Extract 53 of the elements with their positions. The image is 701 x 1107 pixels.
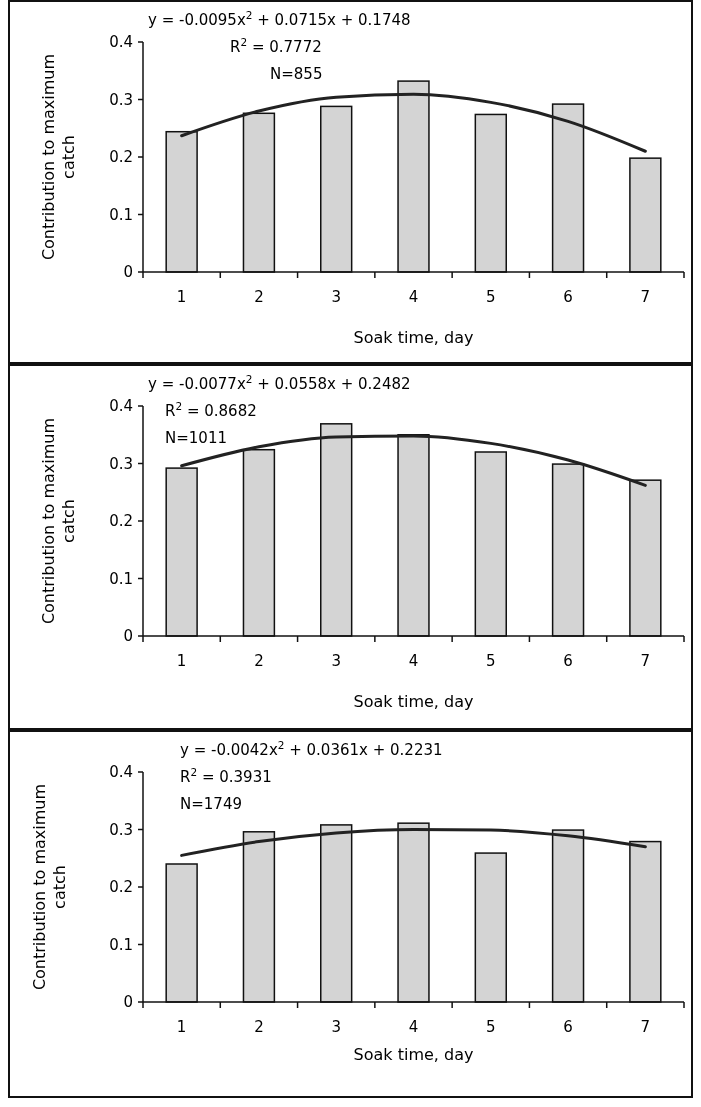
y-tick-label: 0.2 [109,512,133,531]
y-tick-label: 0.2 [109,148,133,167]
y-tick-label: 0.1 [109,569,133,588]
y-tick-label: 0.3 [109,454,133,473]
y-tick-label: 0.3 [109,90,133,109]
x-tick-label: 7 [640,1018,651,1036]
text: y = -0.0095x$^{2}$ + 0.0715x + 0.1748 [148,9,411,29]
x-tick-label: 2 [254,1018,264,1036]
x-tick-label: 5 [486,288,496,306]
y-axis-title: Contribution to maximum catch [39,417,78,625]
x-tick-label: 1 [176,652,187,670]
y-tick-label: 0.1 [109,935,133,954]
x-axis-title: Soak time, day [353,692,474,711]
y-tick-label: 0.2 [109,878,133,897]
x-tick-label: 4 [408,1018,419,1036]
x-axis-title: Soak time, day [353,328,474,347]
x-tick-label: 6 [563,652,573,670]
x-tick-label: 3 [331,652,341,670]
x-axis-title: Soak time, day [353,1045,474,1064]
line-series [180,828,647,857]
annotation: N=855 [270,65,323,83]
y-axis-title: Contribution to maximum catch [30,783,69,991]
y-tick-label: 0.4 [109,397,133,416]
text: y = -0.0042x$^{2}$ + 0.0361x + 0.2231 [180,739,443,759]
x-tick-label: 1 [176,288,187,306]
text: y = -0.0077x$^{2}$ + 0.0558x + 0.2482 [148,373,411,393]
x-tick-label: 4 [408,652,419,670]
y-tick-label: 0.1 [109,205,133,224]
x-tick-label: 5 [486,652,496,670]
y-tick-label: 0.4 [109,763,133,782]
x-tick-label: 7 [640,288,651,306]
y-tick-label: 0 [123,263,133,282]
y-tick-label: 0 [123,993,133,1012]
x-tick-label: 5 [486,1018,496,1036]
y-axis-title: Contribution to maximum catch [39,53,78,261]
x-tick-label: 7 [640,652,651,670]
annotation: N=1749 [180,795,242,813]
y-tick-label: 0.3 [109,820,133,839]
x-tick-label: 6 [563,288,573,306]
x-tick-label: 1 [176,1018,187,1036]
x-tick-label: 6 [563,1018,573,1036]
y-tick-label: 0 [123,627,133,646]
x-tick-label: 2 [254,288,264,306]
x-tick-label: 4 [408,288,419,306]
x-tick-label: 3 [331,1018,341,1036]
annotation: R$^{2}$ = 0.8682 [165,400,257,420]
x-tick-label: 3 [331,288,341,306]
y-tick-label: 0.4 [109,33,133,52]
annotation: R$^{2}$ = 0.3931 [180,766,272,786]
line-series [180,92,647,153]
x-tick-label: 2 [254,652,264,670]
annotation: R$^{2}$ = 0.7772 [230,36,322,56]
annotation: N=1011 [165,429,227,447]
